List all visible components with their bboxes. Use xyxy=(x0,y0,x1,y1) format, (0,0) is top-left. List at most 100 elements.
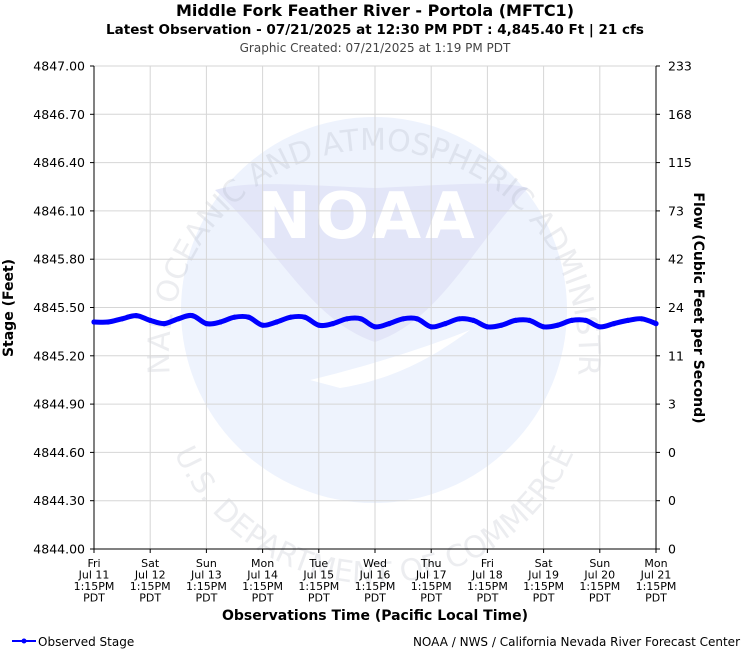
data-point xyxy=(246,314,252,320)
x-tick-label: PDT xyxy=(252,592,274,605)
x-tick-label: 1:15PM xyxy=(74,580,115,593)
y2-tick-label: 73 xyxy=(668,203,684,218)
x-tick-label: Jul 16 xyxy=(359,569,391,582)
y-tick-label: 4844.00 xyxy=(33,542,85,557)
data-point xyxy=(260,322,266,328)
x-tick-label: PDT xyxy=(533,592,555,605)
data-point xyxy=(231,314,238,320)
x-tick-label: Jul 14 xyxy=(246,569,278,582)
x-tick-label: 1:15PM xyxy=(130,580,171,593)
data-point xyxy=(653,321,659,327)
data-point xyxy=(330,321,336,327)
y2-tick-label: 168 xyxy=(668,107,692,122)
data-point xyxy=(442,321,448,327)
data-point xyxy=(175,316,181,322)
x-tick-label: Sun xyxy=(589,557,610,570)
footer-credit: NOAA / NWS / California Nevada River For… xyxy=(413,635,740,649)
data-point xyxy=(133,313,139,319)
x-tick-label: Jul 13 xyxy=(190,569,222,582)
x-tick-label: Mon xyxy=(644,557,667,570)
data-point xyxy=(625,317,631,323)
x-tick-label: PDT xyxy=(420,592,442,605)
data-point xyxy=(470,317,476,323)
data-point xyxy=(555,322,561,328)
x-tick-label: PDT xyxy=(364,592,386,605)
y-tick-label: 4845.20 xyxy=(33,348,85,363)
x-tick-label: PDT xyxy=(645,592,667,605)
x-tick-label: Jul 18 xyxy=(471,569,503,582)
y-tick-label: 4847.00 xyxy=(33,59,85,74)
x-tick-label: Sat xyxy=(535,557,554,570)
series-group xyxy=(91,312,659,330)
y2-tick-label: 3 xyxy=(668,397,676,412)
graphic-created: Graphic Created: 07/21/2025 at 1:19 PM P… xyxy=(240,41,511,55)
data-point xyxy=(414,316,420,322)
data-point xyxy=(203,321,209,327)
x-tick-label: PDT xyxy=(195,592,217,605)
data-point xyxy=(161,321,167,327)
y2-tick-label: 115 xyxy=(668,155,692,170)
x-tick-label: 1:15PM xyxy=(467,580,508,593)
data-point xyxy=(456,316,462,322)
data-point xyxy=(274,319,280,325)
data-point xyxy=(105,319,111,325)
data-point xyxy=(358,316,364,322)
x-tick-label: Jul 21 xyxy=(640,569,672,582)
x-tick-label: Wed xyxy=(363,557,387,570)
noaa-logo-text: NOAA xyxy=(257,180,478,254)
y-tick-label: 4845.50 xyxy=(33,300,85,315)
y-tick-label: 4844.30 xyxy=(33,493,85,508)
x-tick-label: Tue xyxy=(308,557,328,570)
x-tick-label: 1:15PM xyxy=(523,580,564,593)
x-tick-label: Fri xyxy=(87,557,100,570)
data-point xyxy=(288,314,294,320)
x-tick-label: Thu xyxy=(420,557,442,570)
noaa-watermark: NOAA NATIONAL OCEANIC AND ATMOSPHERIC AD… xyxy=(0,0,606,592)
data-point xyxy=(611,321,617,327)
data-point xyxy=(639,316,645,322)
x-tick-label: PDT xyxy=(308,592,330,605)
x-tick-label: Jul 12 xyxy=(134,569,166,582)
data-point xyxy=(512,317,519,323)
x-tick-label: 1:15PM xyxy=(579,580,620,593)
y2-axis-ticks: 233 168 115 73 42 24 11 3 0 0 0 xyxy=(656,59,692,557)
y2-tick-label: 0 xyxy=(668,542,676,557)
chart-title: Middle Fork Feather River - Portola (MFT… xyxy=(176,1,574,20)
y2-tick-label: 42 xyxy=(668,252,684,267)
data-point xyxy=(372,324,378,330)
y-axis-ticks: 4847.00 4846.70 4846.40 4846.10 4845.80 4845.… xyxy=(33,59,94,557)
x-tick-label: PDT xyxy=(83,592,105,605)
x-tick-label: Sun xyxy=(196,557,217,570)
x-tick-label: 1:15PM xyxy=(636,580,677,593)
data-point xyxy=(302,314,308,320)
legend: Observed Stage xyxy=(12,635,134,649)
x-tick-label: 1:15PM xyxy=(186,580,227,593)
x-tick-label: PDT xyxy=(476,592,498,605)
y-tick-label: 4846.10 xyxy=(33,203,85,218)
x-tick-label: PDT xyxy=(589,592,611,605)
x-tick-label: Sat xyxy=(141,557,160,570)
x-tick-label: Jul 19 xyxy=(527,569,559,582)
y-tick-label: 4844.90 xyxy=(33,397,85,412)
y2-tick-label: 233 xyxy=(668,59,692,74)
data-point xyxy=(428,324,434,330)
x-axis-label: Observations Time (Pacific Local Time) xyxy=(222,608,528,624)
data-point xyxy=(526,317,533,323)
x-tick-label: Mon xyxy=(251,557,274,570)
data-point xyxy=(498,322,504,328)
x-tick-label: 1:15PM xyxy=(411,580,452,593)
y2-axis-label: Flow (Cubic Feet per Second) xyxy=(690,192,706,423)
x-tick-label: Jul 15 xyxy=(302,569,334,582)
x-tick-label: 1:15PM xyxy=(242,580,283,593)
x-tick-label: Fri xyxy=(481,557,494,570)
y2-tick-label: 24 xyxy=(668,300,684,315)
y-axis-label: Stage (Feet) xyxy=(1,259,17,357)
data-point xyxy=(386,321,392,327)
data-point xyxy=(189,313,195,319)
data-point xyxy=(583,317,589,323)
x-tick-label: Jul 17 xyxy=(415,569,447,582)
data-point xyxy=(316,322,322,328)
y-tick-label: 4846.40 xyxy=(33,155,85,170)
data-point xyxy=(597,324,603,330)
